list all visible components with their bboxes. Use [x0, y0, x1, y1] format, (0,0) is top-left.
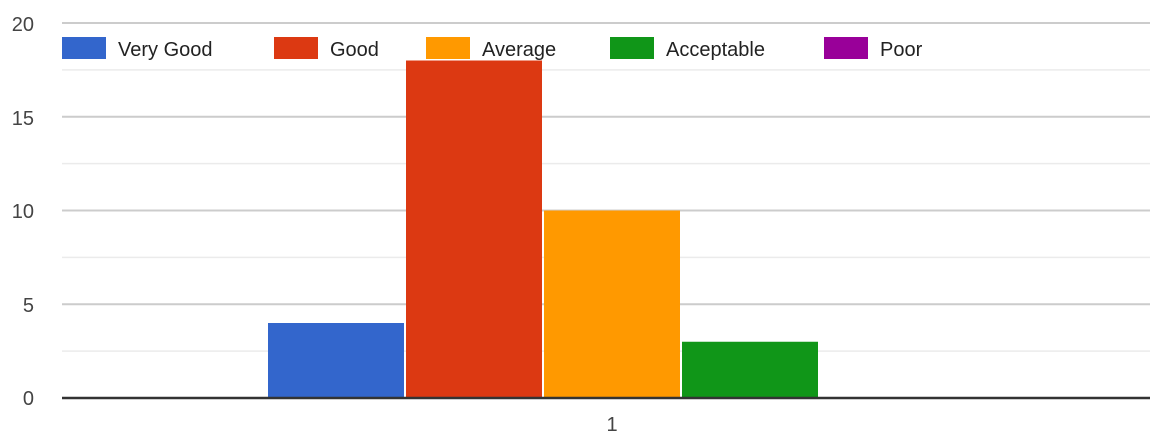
legend-swatch — [610, 37, 654, 59]
legend-swatch — [426, 37, 470, 59]
legend-label: Very Good — [118, 39, 213, 61]
y-axis-ticks: 0 5 10 15 20 — [12, 14, 34, 410]
legend-item: Good — [274, 37, 379, 61]
legend-swatch — [62, 37, 106, 59]
y-tick-label: 15 — [12, 108, 34, 130]
legend-item: Average — [426, 37, 556, 61]
bar-acceptable — [682, 341, 818, 398]
legend-label: Poor — [880, 39, 923, 61]
y-tick-label: 0 — [23, 388, 34, 410]
y-tick-label: 10 — [12, 201, 34, 223]
legend-label: Average — [482, 39, 556, 61]
bar-average — [544, 210, 680, 398]
legend: Very Good Good Average Acceptable Poor — [62, 37, 923, 61]
legend-item: Acceptable — [610, 37, 765, 61]
bar-good — [406, 60, 542, 398]
legend-swatch — [824, 37, 868, 59]
y-tick-label: 20 — [12, 14, 34, 36]
legend-label: Good — [330, 39, 379, 61]
y-tick-label: 5 — [23, 295, 34, 317]
x-tick-label: 1 — [606, 414, 617, 434]
legend-item: Very Good — [62, 37, 213, 61]
legend-label: Acceptable — [666, 39, 765, 61]
legend-swatch — [274, 37, 318, 59]
bar-very-good — [268, 323, 404, 398]
legend-item: Poor — [824, 37, 923, 61]
bars — [268, 60, 818, 398]
